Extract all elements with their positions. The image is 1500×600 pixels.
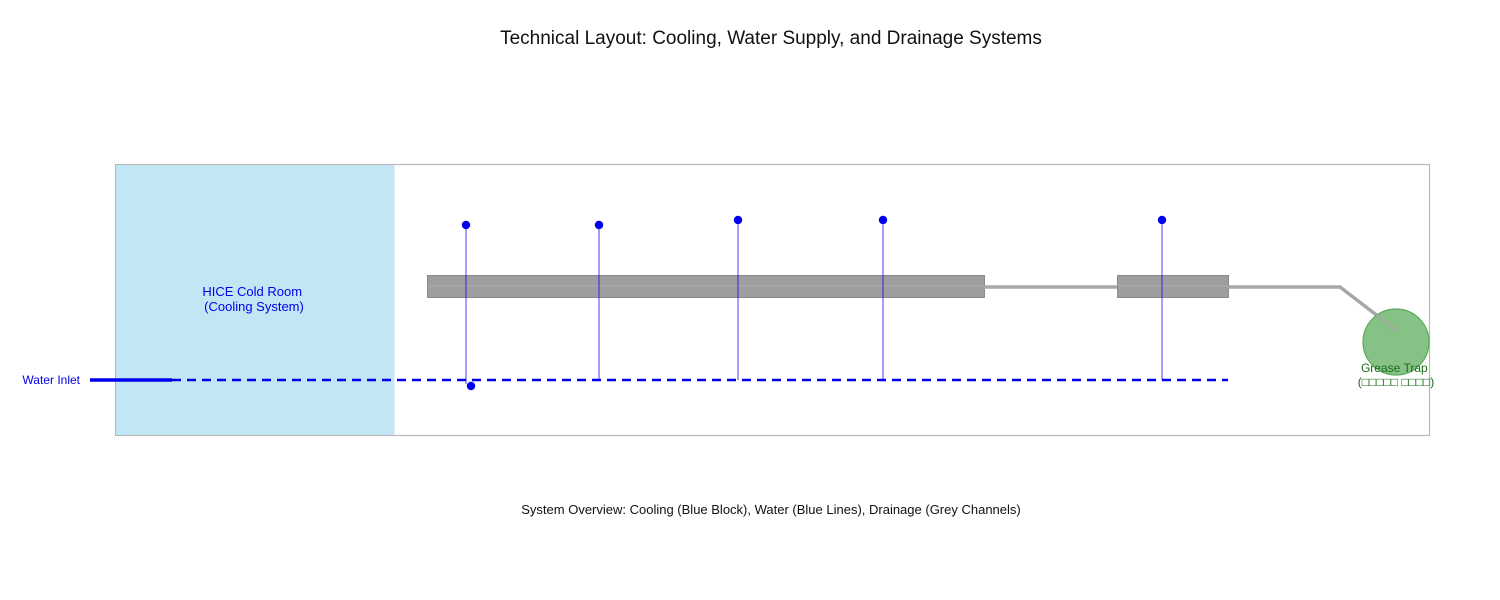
water-risers — [465, 220, 1163, 384]
water-outlet-point — [594, 220, 604, 230]
grease-trap-label-line1: Grease Trap — [1361, 361, 1428, 375]
cold-room-label: HICE Cold Room (Cooling System) — [202, 284, 305, 314]
cold-room-label-line2: (Cooling System) — [204, 299, 304, 314]
cold-room-label-line1: HICE Cold Room — [202, 284, 302, 299]
system-overview-caption: System Overview: Cooling (Blue Block), W… — [521, 502, 1020, 517]
grease-trap-label: Grease Trap (□□□□□ □□□□) — [1358, 361, 1435, 389]
water-outlet-point — [461, 220, 471, 230]
cold-room-block — [116, 165, 394, 435]
grease-trap — [1362, 308, 1430, 376]
water-outlet-point — [733, 215, 743, 225]
water-outlet-point — [466, 381, 476, 391]
water-outlets — [461, 215, 1167, 391]
water-inlet-label: Water Inlet — [22, 373, 80, 387]
diagram-title: Technical Layout: Cooling, Water Supply,… — [500, 28, 1042, 49]
grease-trap-label-line2: (□□□□□ □□□□) — [1358, 375, 1435, 389]
water-outlet-point — [878, 215, 888, 225]
water-outlet-point — [1157, 215, 1167, 225]
grease-trap-inlet-overlay — [1368, 308, 1398, 332]
facility-frame — [114, 163, 1431, 437]
